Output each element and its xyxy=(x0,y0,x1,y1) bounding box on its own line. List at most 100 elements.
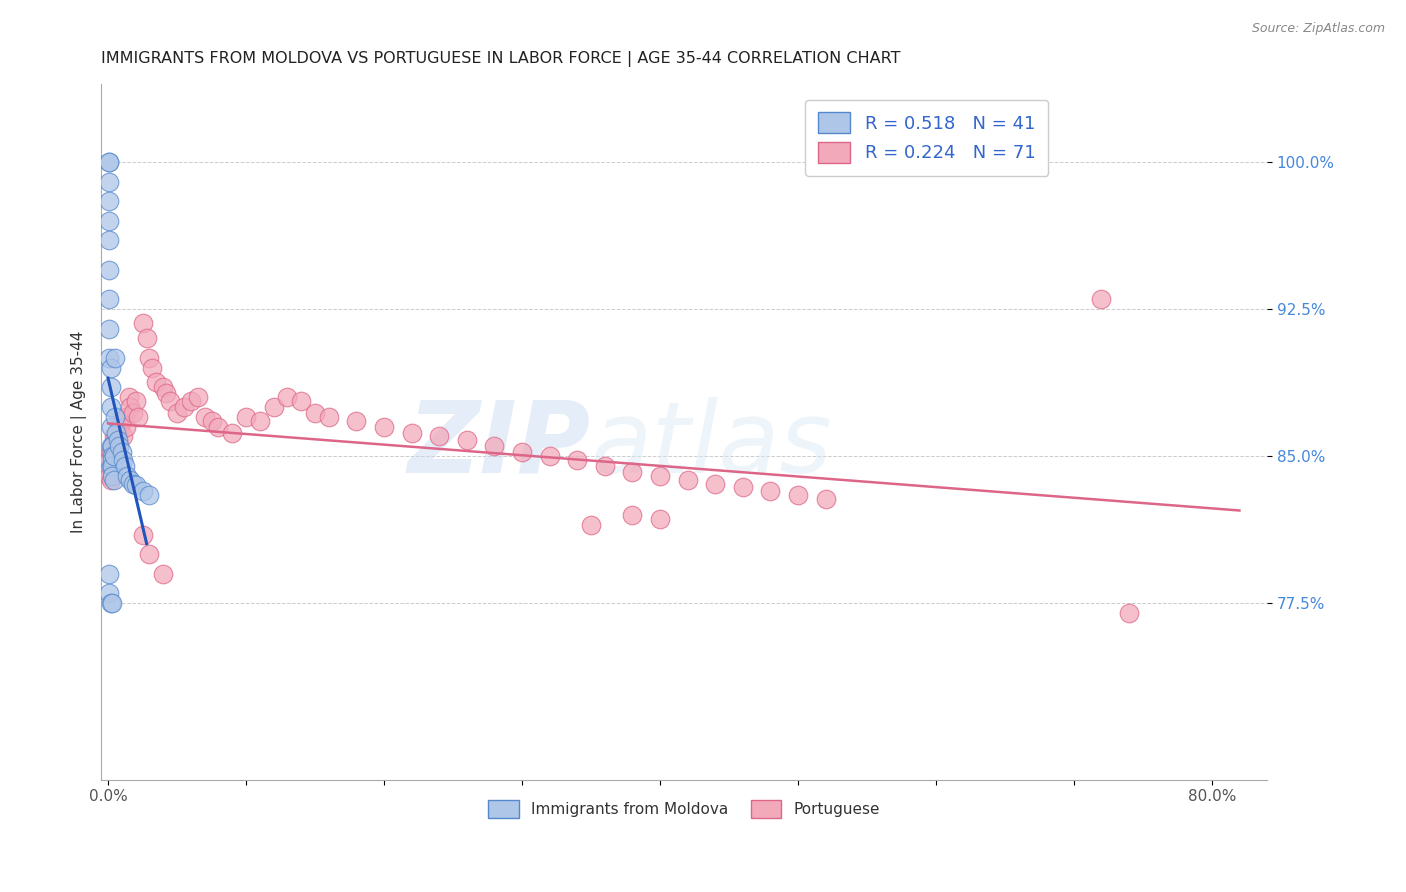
Point xyxy=(103,473,125,487)
Point xyxy=(276,390,298,404)
Point xyxy=(98,155,121,169)
Point xyxy=(152,566,174,581)
Point xyxy=(98,233,121,247)
Point xyxy=(98,321,121,335)
Text: ZIP: ZIP xyxy=(408,397,591,494)
Point xyxy=(124,478,146,492)
Point xyxy=(456,434,478,448)
Point xyxy=(98,351,121,365)
Point xyxy=(166,406,188,420)
Point xyxy=(115,419,138,434)
Point xyxy=(187,390,209,404)
Point xyxy=(118,390,141,404)
Point xyxy=(304,406,326,420)
Point xyxy=(98,566,121,581)
Point xyxy=(120,473,142,487)
Point xyxy=(759,484,782,499)
Point xyxy=(180,394,202,409)
Point xyxy=(100,360,122,375)
Point xyxy=(100,445,122,459)
Point xyxy=(108,439,131,453)
Point xyxy=(344,414,367,428)
Point xyxy=(427,429,450,443)
Point xyxy=(648,512,671,526)
Point xyxy=(111,445,134,459)
Point xyxy=(101,449,124,463)
Point xyxy=(131,484,153,499)
Point xyxy=(100,400,122,414)
Point xyxy=(731,480,754,494)
Point xyxy=(101,453,124,467)
Point xyxy=(104,409,127,424)
Point xyxy=(101,465,124,479)
Point xyxy=(200,414,222,428)
Point xyxy=(621,508,644,522)
Point xyxy=(159,394,181,409)
Point xyxy=(124,394,146,409)
Point xyxy=(290,394,312,409)
Point xyxy=(98,194,121,209)
Point xyxy=(138,488,160,502)
Point xyxy=(173,400,195,414)
Point xyxy=(112,453,135,467)
Point xyxy=(108,439,131,453)
Point xyxy=(103,458,125,473)
Point xyxy=(98,175,121,189)
Legend: Immigrants from Moldova, Portuguese: Immigrants from Moldova, Portuguese xyxy=(482,794,886,824)
Point xyxy=(127,409,149,424)
Point xyxy=(565,453,588,467)
Point xyxy=(579,517,602,532)
Point xyxy=(1090,292,1112,306)
Point xyxy=(373,419,395,434)
Text: atlas: atlas xyxy=(591,397,832,494)
Point xyxy=(103,429,125,443)
Point xyxy=(593,458,616,473)
Point xyxy=(787,488,810,502)
Point xyxy=(101,439,124,453)
Point xyxy=(152,380,174,394)
Point xyxy=(98,586,121,600)
Point xyxy=(814,492,837,507)
Point xyxy=(114,409,136,424)
Point xyxy=(105,449,128,463)
Point xyxy=(194,409,217,424)
Point xyxy=(101,468,124,483)
Point xyxy=(98,214,121,228)
Y-axis label: In Labor Force | Age 35-44: In Labor Force | Age 35-44 xyxy=(72,330,87,533)
Point xyxy=(111,414,134,428)
Point xyxy=(100,439,122,453)
Point xyxy=(135,331,157,345)
Point xyxy=(101,596,124,610)
Point xyxy=(1118,606,1140,620)
Point xyxy=(104,351,127,365)
Point xyxy=(401,425,423,440)
Point xyxy=(114,458,136,473)
Point xyxy=(121,476,143,491)
Point xyxy=(101,458,124,473)
Point xyxy=(538,449,561,463)
Point xyxy=(510,445,533,459)
Point xyxy=(648,468,671,483)
Point xyxy=(676,473,699,487)
Point xyxy=(704,476,727,491)
Point xyxy=(98,262,121,277)
Point xyxy=(131,316,153,330)
Point xyxy=(110,419,132,434)
Point xyxy=(121,406,143,420)
Point xyxy=(105,425,128,440)
Point xyxy=(141,360,163,375)
Point xyxy=(131,527,153,541)
Point xyxy=(221,425,243,440)
Point xyxy=(101,439,124,453)
Point xyxy=(138,351,160,365)
Point xyxy=(100,458,122,473)
Point xyxy=(318,409,340,424)
Point xyxy=(120,400,142,414)
Point xyxy=(145,375,167,389)
Point xyxy=(155,386,177,401)
Point xyxy=(98,453,121,467)
Point xyxy=(98,292,121,306)
Point xyxy=(117,468,139,483)
Point xyxy=(100,596,122,610)
Point xyxy=(100,419,122,434)
